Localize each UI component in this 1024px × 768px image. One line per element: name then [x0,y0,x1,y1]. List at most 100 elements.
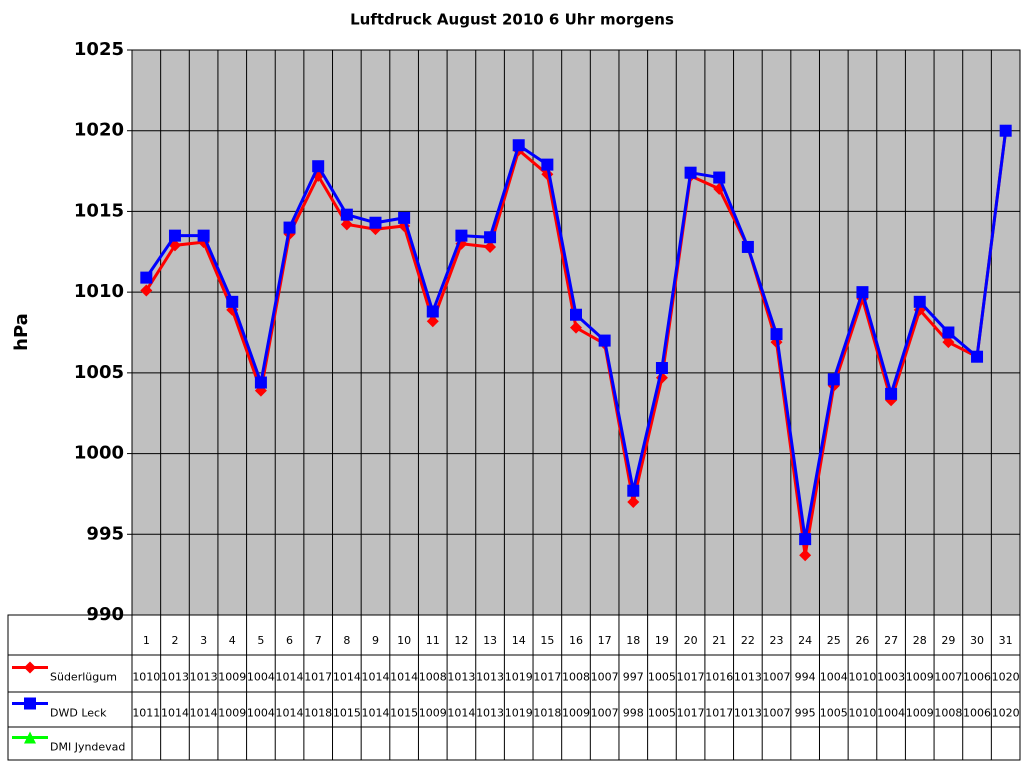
legend-label: Süderlügum [50,671,117,684]
marker [140,271,153,284]
x-tick-label: 8 [343,634,350,647]
x-tick-label: 30 [970,634,984,647]
table-value: 1014 [390,671,418,684]
legend-label: DWD Leck [50,707,107,720]
y-axis-label: hPa [11,313,32,351]
marker [426,315,439,328]
marker [827,373,840,386]
x-tick-label: 15 [540,634,554,647]
table-value: 1008 [419,671,447,684]
table-value: 998 [623,707,644,720]
table-value: 995 [795,707,816,720]
marker [254,376,267,389]
x-tick-label: 5 [257,634,264,647]
x-tick-label: 23 [770,634,784,647]
x-tick-label: 13 [483,634,497,647]
table-value: 1013 [734,707,762,720]
table-value: 1013 [161,671,189,684]
marker [971,350,984,363]
x-tick-label: 17 [598,634,612,647]
table-value: 1019 [505,707,533,720]
x-tick-label: 1 [143,634,150,647]
table-value: 1007 [763,671,791,684]
y-tick-label: 1015 [74,200,124,221]
marker [655,362,668,375]
x-tick-label: 3 [200,634,207,647]
marker [426,305,439,318]
table-value: 1007 [763,707,791,720]
table-value: 1005 [648,671,676,684]
marker [24,731,36,744]
table-value: 1017 [677,707,705,720]
x-tick-label: 4 [229,634,236,647]
y-tick-label: 1020 [74,120,124,141]
table-value: 1014 [447,707,475,720]
table-value: 1014 [276,707,304,720]
marker [999,124,1012,137]
marker [684,166,697,179]
table-value: 1020 [992,671,1020,684]
marker [741,240,754,253]
table-value: 1005 [820,707,848,720]
marker [942,326,955,339]
marker [885,387,898,400]
marker [24,697,36,710]
marker [484,240,497,253]
y-tick-label: 1000 [74,443,124,464]
x-tick-label: 27 [884,634,898,647]
marker [713,171,726,184]
x-tick-label: 28 [913,634,927,647]
x-tick-label: 21 [712,634,726,647]
table-value: 1005 [648,707,676,720]
y-tick-label: 1005 [74,362,124,383]
marker [312,160,325,173]
marker [340,208,353,221]
chart-title: Luftdruck August 2010 6 Uhr morgens [350,11,674,29]
table-value: 1009 [218,671,246,684]
marker [627,496,640,508]
marker [942,336,955,349]
x-tick-label: 19 [655,634,669,647]
marker [340,218,353,231]
x-tick-label: 25 [827,634,841,647]
table-value: 1013 [476,707,504,720]
table-value: 1013 [190,671,218,684]
x-tick-label: 29 [941,634,955,647]
table-value: 1008 [562,671,590,684]
x-tick-label: 6 [286,634,293,647]
table-value: 1017 [677,671,705,684]
marker [799,549,812,562]
y-tick-label: 995 [86,523,124,544]
table-value: 1014 [361,671,389,684]
y-tick-label: 1010 [74,281,124,302]
marker [283,221,296,234]
marker [799,533,812,546]
marker [197,229,210,242]
table-value: 1015 [390,707,418,720]
table-value: 1004 [247,707,275,720]
table-value: 1009 [906,707,934,720]
x-tick-label: 18 [626,634,640,647]
table-value: 1014 [333,671,361,684]
marker [226,295,239,308]
table-value: 1011 [132,707,160,720]
marker [627,484,640,497]
table-value: 1007 [934,671,962,684]
x-tick-label: 26 [855,634,869,647]
marker [168,229,181,242]
x-tick-label: 14 [512,634,526,647]
x-tick-label: 24 [798,634,812,647]
marker [398,211,411,224]
table-value: 1007 [591,671,619,684]
x-tick-label: 2 [171,634,178,647]
table-value: 1006 [963,671,991,684]
table-value: 994 [795,671,816,684]
x-tick-label: 22 [741,634,755,647]
table-value: 1009 [906,671,934,684]
table-value: 1018 [533,707,561,720]
legend-label: DMI Jyndevad [50,741,125,754]
x-tick-label: 11 [426,634,440,647]
table-value: 1003 [877,671,905,684]
marker [541,158,554,171]
